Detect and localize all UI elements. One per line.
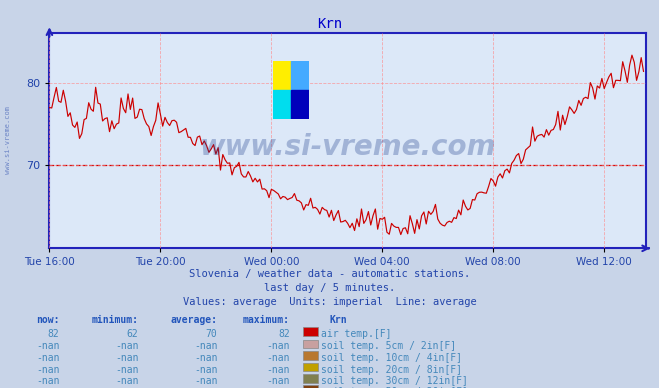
Text: -nan: -nan: [266, 376, 290, 386]
Text: soil temp. 20cm / 8in[F]: soil temp. 20cm / 8in[F]: [321, 365, 462, 375]
Text: -nan: -nan: [115, 387, 138, 388]
Text: -nan: -nan: [115, 376, 138, 386]
Text: -nan: -nan: [36, 387, 59, 388]
Text: minimum:: minimum:: [92, 315, 138, 326]
Text: -nan: -nan: [194, 365, 217, 375]
Text: -nan: -nan: [266, 341, 290, 352]
Text: -nan: -nan: [194, 341, 217, 352]
Text: Krn: Krn: [330, 315, 347, 326]
Bar: [273, 90, 291, 119]
Text: soil temp. 50cm / 20in[F]: soil temp. 50cm / 20in[F]: [321, 387, 468, 388]
Text: now:: now:: [36, 315, 59, 326]
Text: -nan: -nan: [115, 365, 138, 375]
Text: maximum:: maximum:: [243, 315, 290, 326]
Text: -nan: -nan: [36, 353, 59, 363]
Text: 82: 82: [278, 329, 290, 339]
Text: 82: 82: [47, 329, 59, 339]
Text: www.si-vreme.com: www.si-vreme.com: [5, 106, 11, 174]
Bar: [291, 61, 309, 90]
Text: air temp.[F]: air temp.[F]: [321, 329, 391, 339]
Bar: [291, 90, 309, 119]
Bar: [273, 61, 291, 90]
Text: 70: 70: [206, 329, 217, 339]
Text: -nan: -nan: [266, 365, 290, 375]
Text: -nan: -nan: [266, 387, 290, 388]
Text: -nan: -nan: [36, 341, 59, 352]
Text: -nan: -nan: [194, 353, 217, 363]
Text: last day / 5 minutes.: last day / 5 minutes.: [264, 283, 395, 293]
Text: -nan: -nan: [36, 376, 59, 386]
Text: -nan: -nan: [194, 376, 217, 386]
Text: soil temp. 30cm / 12in[F]: soil temp. 30cm / 12in[F]: [321, 376, 468, 386]
Text: Krn: Krn: [317, 17, 342, 31]
Text: Values: average  Units: imperial  Line: average: Values: average Units: imperial Line: av…: [183, 297, 476, 307]
Text: -nan: -nan: [36, 365, 59, 375]
Text: -nan: -nan: [266, 353, 290, 363]
Text: www.si-vreme.com: www.si-vreme.com: [200, 133, 496, 161]
Text: soil temp. 10cm / 4in[F]: soil temp. 10cm / 4in[F]: [321, 353, 462, 363]
Text: Slovenia / weather data - automatic stations.: Slovenia / weather data - automatic stat…: [189, 268, 470, 279]
Text: average:: average:: [171, 315, 217, 326]
Text: 62: 62: [127, 329, 138, 339]
Text: -nan: -nan: [115, 353, 138, 363]
Text: -nan: -nan: [115, 341, 138, 352]
Text: -nan: -nan: [194, 387, 217, 388]
Text: soil temp. 5cm / 2in[F]: soil temp. 5cm / 2in[F]: [321, 341, 456, 352]
